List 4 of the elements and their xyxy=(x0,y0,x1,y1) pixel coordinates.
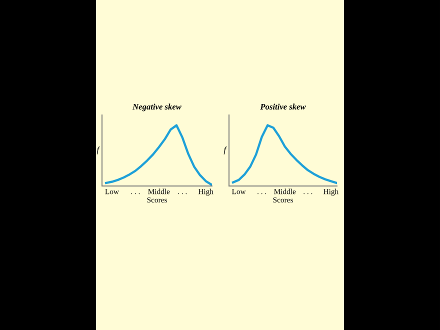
chart-title: Negative skew xyxy=(132,104,182,112)
y-axis-title: f xyxy=(224,146,227,154)
y-axis-title: f xyxy=(96,146,100,154)
chart-title: Positive skew xyxy=(260,104,306,110)
